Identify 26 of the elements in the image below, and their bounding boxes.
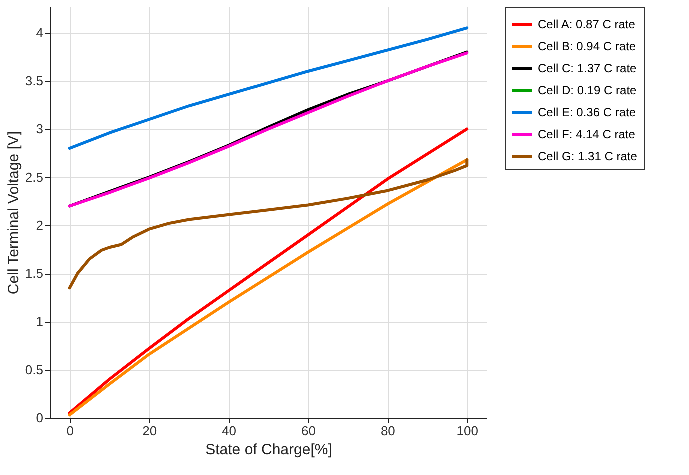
legend-label: Cell C: 1.37 C rate — [538, 62, 638, 76]
legend-label: Cell D: 0.19 C rate — [538, 84, 638, 98]
y-tick-label: 4 — [36, 25, 44, 40]
line-series — [68, 26, 469, 150]
x-tick-label: 100 — [456, 424, 478, 438]
x-tick-label: 40 — [222, 424, 237, 438]
legend-label: Cell A: 0.87 C rate — [538, 18, 636, 32]
legend-label: Cell E: 0.36 C rate — [538, 106, 636, 120]
legend-label: Cell G: 1.31 C rate — [538, 150, 638, 164]
x-tick-label: 60 — [301, 424, 316, 438]
x-tick-label: 80 — [380, 424, 396, 438]
y-tick-label: 0.5 — [25, 362, 44, 378]
y-tick-label: 0 — [36, 410, 44, 426]
y-tick-label: 2.5 — [25, 170, 44, 185]
y-tick-label: 2 — [36, 218, 44, 233]
legend-label: Cell F: 4.14 C rate — [538, 128, 636, 142]
y-tick-label: 3.5 — [25, 74, 44, 89]
y-tick-label: 1.5 — [25, 266, 44, 282]
y-tick-label: 3 — [36, 122, 44, 137]
legend-label: Cell B: 0.94 C rate — [538, 40, 636, 54]
x-axis-title: State of Charge[%] — [206, 442, 332, 458]
x-tick-label: 0 — [66, 424, 74, 438]
line-series — [68, 158, 469, 290]
y-axis-title: Cell Terminal Voltage [V] — [5, 131, 22, 295]
y-tick-label: 1 — [36, 314, 44, 330]
x-tick-label: 20 — [142, 424, 158, 438]
